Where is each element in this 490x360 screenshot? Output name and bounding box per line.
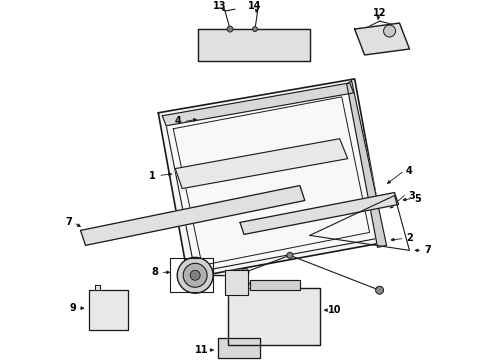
Polygon shape xyxy=(218,338,260,358)
Text: 7: 7 xyxy=(424,246,431,255)
Text: 7: 7 xyxy=(65,217,72,228)
Circle shape xyxy=(241,268,249,276)
Polygon shape xyxy=(89,290,128,330)
Polygon shape xyxy=(158,79,385,278)
Polygon shape xyxy=(240,193,398,234)
Text: 12: 12 xyxy=(373,8,386,18)
Circle shape xyxy=(183,263,207,287)
Text: 8: 8 xyxy=(152,267,159,277)
Text: 6: 6 xyxy=(276,313,283,323)
Polygon shape xyxy=(80,185,305,246)
Text: 13: 13 xyxy=(213,1,227,11)
Circle shape xyxy=(190,270,200,280)
Polygon shape xyxy=(162,83,354,126)
Text: 4: 4 xyxy=(175,116,182,126)
Polygon shape xyxy=(175,139,348,189)
Polygon shape xyxy=(355,23,410,55)
Circle shape xyxy=(177,257,213,293)
Text: 5: 5 xyxy=(414,194,421,203)
Polygon shape xyxy=(225,270,248,295)
Text: 2: 2 xyxy=(406,233,413,243)
Circle shape xyxy=(287,252,293,258)
Polygon shape xyxy=(198,29,310,61)
Polygon shape xyxy=(346,81,387,247)
Circle shape xyxy=(375,286,384,294)
Text: 11: 11 xyxy=(196,345,209,355)
Polygon shape xyxy=(96,285,100,290)
Circle shape xyxy=(227,26,233,32)
Text: 1: 1 xyxy=(149,171,156,181)
Text: 10: 10 xyxy=(328,305,342,315)
Circle shape xyxy=(384,25,395,37)
Polygon shape xyxy=(165,88,378,272)
Text: 3: 3 xyxy=(408,190,415,201)
Text: 14: 14 xyxy=(248,1,262,11)
Polygon shape xyxy=(250,280,300,290)
Text: 9: 9 xyxy=(69,303,76,313)
Circle shape xyxy=(252,27,257,32)
Polygon shape xyxy=(228,288,320,345)
Text: 4: 4 xyxy=(406,166,413,176)
